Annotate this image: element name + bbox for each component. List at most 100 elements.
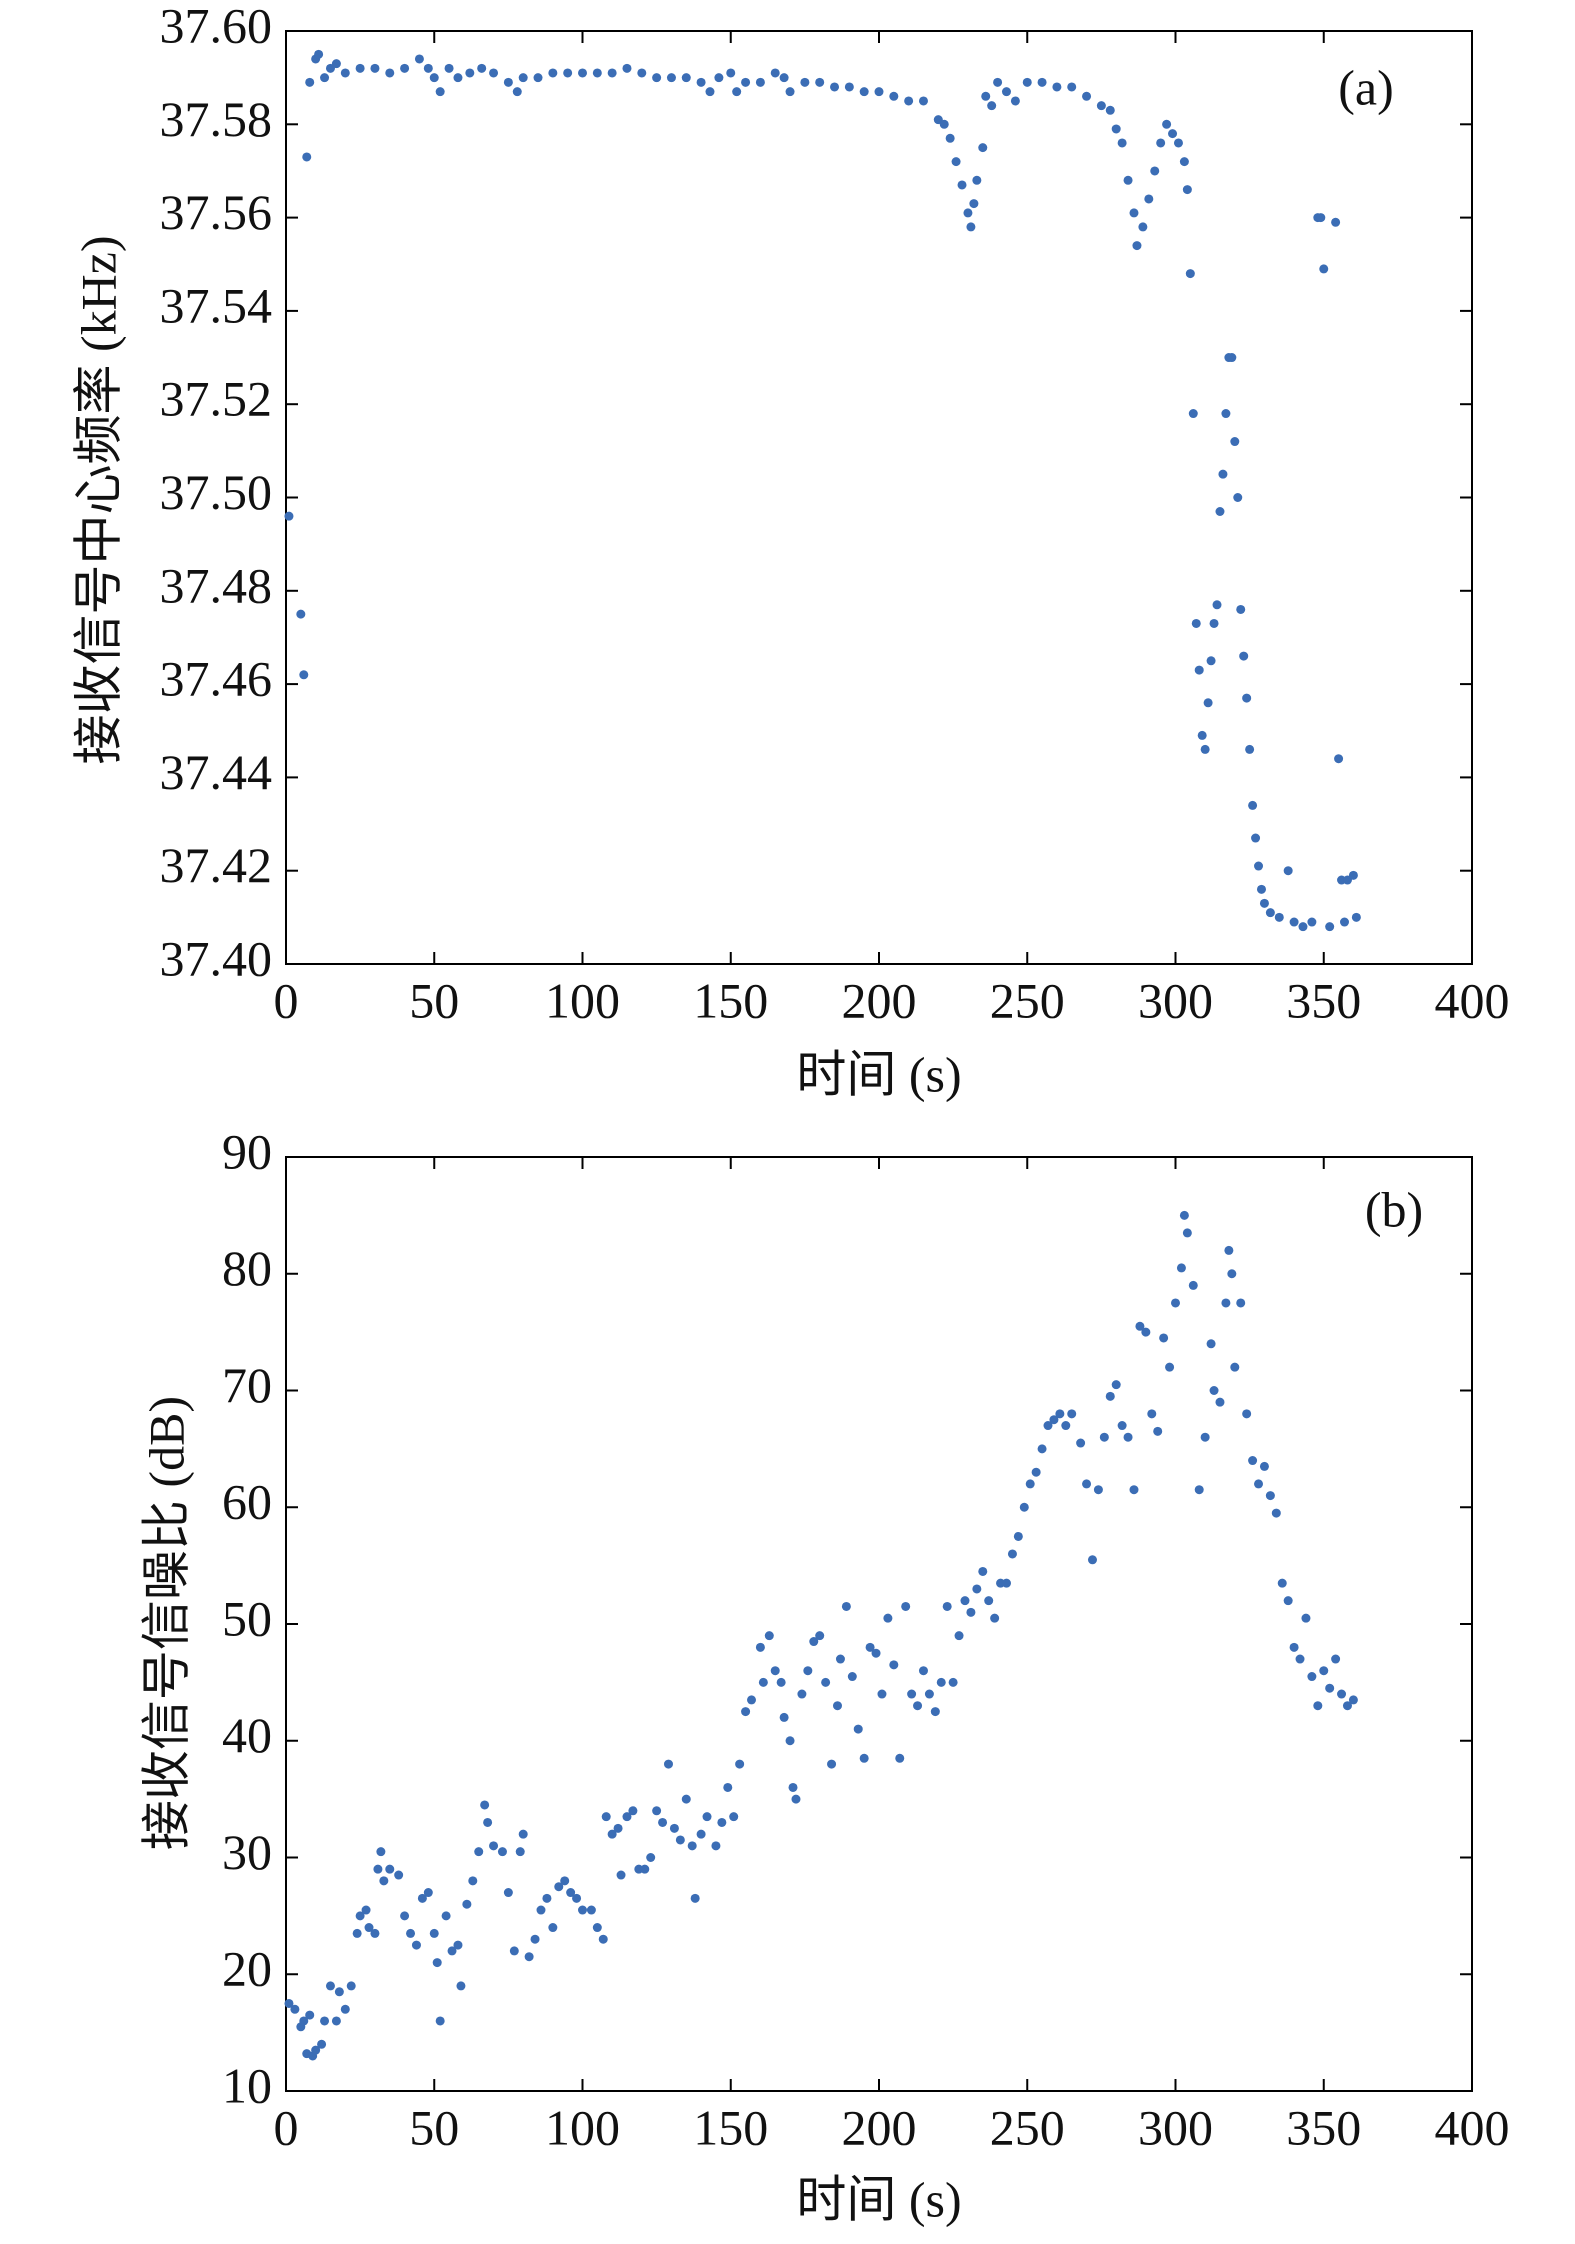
data-point (675, 1835, 685, 1845)
data-point (607, 68, 617, 78)
data-point (729, 1812, 739, 1822)
data-point (1141, 1327, 1151, 1337)
data-point (1171, 1298, 1180, 1308)
data-point (376, 1847, 386, 1857)
data-point (1022, 77, 1032, 87)
data-point (1144, 194, 1154, 204)
data-point (1093, 1485, 1103, 1495)
data-point (370, 1928, 380, 1938)
data-point (1123, 175, 1133, 185)
data-point (663, 1759, 673, 1769)
data-point (1182, 185, 1192, 195)
data-point (1001, 87, 1011, 97)
data-point (1099, 1432, 1109, 1442)
y-tick-label: 37.60 (160, 0, 273, 53)
data-point (578, 1905, 587, 1915)
x-tick-label: 350 (1286, 2099, 1361, 2155)
data-point (1067, 82, 1077, 92)
panel-label: (b) (1365, 1181, 1423, 1237)
data-point (687, 1841, 697, 1851)
data-point (1007, 1549, 1017, 1559)
y-tick-label: 37.56 (160, 184, 273, 240)
data-point (1194, 1485, 1204, 1495)
data-point (515, 1847, 525, 1857)
data-point (320, 2016, 330, 2026)
data-point (1331, 217, 1341, 227)
data-point (1188, 409, 1198, 419)
data-point (981, 91, 991, 101)
data-point (1251, 833, 1261, 843)
data-point (874, 87, 884, 97)
data-point (1289, 917, 1299, 927)
data-point (803, 1666, 813, 1676)
data-point (1135, 1321, 1145, 1331)
data-point (1221, 409, 1231, 419)
data-point (918, 96, 928, 106)
data-point (1013, 1531, 1023, 1541)
data-point (536, 1905, 546, 1915)
data-point (904, 96, 914, 106)
data-point (957, 180, 967, 190)
data-point (821, 1677, 831, 1687)
data-point (969, 199, 979, 209)
y-tick-label: 30 (222, 1824, 272, 1880)
data-point (669, 1823, 679, 1833)
data-point (741, 1707, 751, 1717)
data-point (509, 1946, 519, 1956)
data-point (524, 1952, 534, 1962)
y-tick-label: 90 (222, 1123, 272, 1179)
data-point (871, 1648, 881, 1658)
data-point (945, 133, 955, 143)
data-point (972, 1584, 982, 1594)
data-point (847, 1672, 857, 1682)
y-tick-label: 37.46 (160, 651, 273, 707)
y-tick-label: 20 (222, 1941, 272, 1997)
data-point (841, 1601, 851, 1611)
data-point (732, 87, 742, 97)
data-point (1031, 1467, 1041, 1477)
data-point (702, 1812, 712, 1822)
x-axis-label: 时间 (s) (796, 2171, 961, 2227)
data-point (1256, 884, 1266, 894)
x-tick-label: 400 (1435, 2099, 1510, 2155)
x-tick-label: 50 (409, 972, 459, 1028)
y-axis-label: 接收信号中心频率 (kHz) (70, 235, 126, 764)
data-point (930, 1707, 940, 1717)
data-point (453, 73, 463, 83)
data-point (361, 1905, 371, 1915)
data-point (1348, 1695, 1358, 1705)
x-axis-label: 时间 (s) (796, 1046, 961, 1102)
data-point (628, 1806, 638, 1816)
data-point (913, 1701, 923, 1711)
data-point (723, 1782, 733, 1792)
y-tick-label: 37.52 (160, 371, 273, 427)
data-point (990, 1613, 1000, 1623)
data-point (987, 101, 997, 111)
data-point (696, 77, 706, 87)
data-point (317, 2039, 327, 2049)
data-point (566, 1888, 576, 1898)
data-point (290, 2004, 300, 2014)
data-point (1191, 618, 1201, 628)
data-point (355, 1911, 365, 1921)
data-point (1325, 1683, 1335, 1693)
data-point (788, 1782, 798, 1792)
data-point (1265, 908, 1275, 918)
y-tick-label: 37.44 (160, 744, 273, 800)
data-point (1209, 618, 1219, 628)
data-point (741, 77, 751, 87)
data-point (1236, 1298, 1246, 1308)
data-point (1221, 1298, 1231, 1308)
data-point (340, 2004, 350, 2014)
data-point (963, 208, 973, 218)
data-point (889, 1660, 899, 1670)
data-point (586, 1905, 596, 1915)
data-point (809, 1637, 819, 1647)
data-point (423, 63, 433, 73)
data-point (859, 87, 869, 97)
data-point (468, 1876, 478, 1886)
data-point (966, 1607, 976, 1617)
data-point (918, 1666, 928, 1676)
data-point (1153, 1426, 1163, 1436)
data-point (1248, 1456, 1258, 1466)
